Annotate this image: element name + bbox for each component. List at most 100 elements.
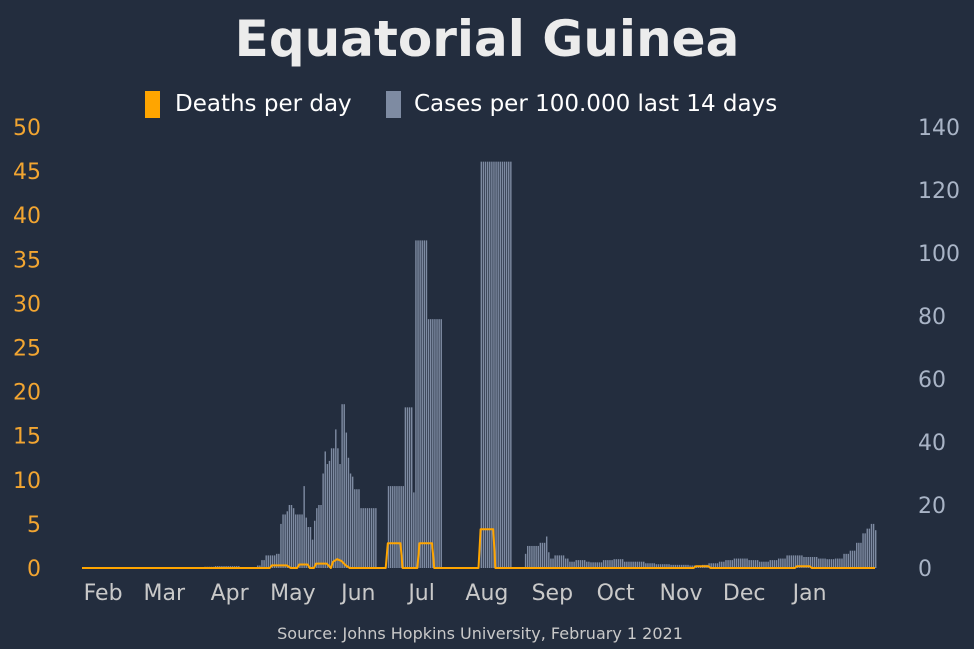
cases-bar — [672, 564, 674, 568]
cases-bar — [404, 407, 407, 568]
cases-bar — [345, 432, 348, 568]
cases-bar — [668, 564, 670, 568]
cases-bar — [573, 561, 575, 568]
cases-bar — [777, 558, 780, 568]
cases-bar — [548, 552, 550, 568]
cases-bar — [619, 559, 622, 568]
cases-bar — [427, 319, 430, 568]
cases-bar — [284, 514, 286, 568]
cases-bar — [843, 553, 845, 568]
cases-bar — [748, 560, 750, 569]
cases-bar — [541, 542, 544, 568]
y-left-tick-label: 10 — [13, 469, 41, 494]
y-left-tick-label: 20 — [13, 381, 41, 406]
cases-bar — [687, 564, 689, 568]
cases-bar — [569, 561, 571, 568]
legend: Deaths per day Cases per 100.000 last 14… — [145, 91, 777, 118]
cases-bar — [837, 558, 839, 568]
cases-bar — [775, 560, 778, 569]
cases-bar — [634, 561, 636, 568]
cases-bar — [809, 556, 812, 568]
y-right-tick-label: 0 — [918, 557, 932, 582]
cases-bar — [792, 555, 795, 568]
x-tick-label: Jan — [791, 581, 827, 606]
x-tick-label: Dec — [723, 581, 766, 606]
cases-bar — [624, 561, 626, 568]
cases-bar — [400, 486, 402, 568]
cases-bar — [796, 555, 799, 568]
x-tick-label: Oct — [597, 581, 635, 606]
cases-bar — [411, 407, 413, 568]
cases-bar — [396, 486, 398, 568]
cases-bar — [670, 564, 672, 568]
cases-bar — [259, 565, 261, 568]
cases-bar — [683, 564, 685, 568]
cases-bar — [794, 555, 797, 568]
x-tick-label: Aug — [465, 581, 508, 606]
cases-bar — [583, 560, 586, 569]
y-axis-right: 0 20 40 60 80 100 120 140 — [918, 116, 960, 582]
cases-bar — [556, 555, 558, 568]
cases-bar — [647, 563, 649, 568]
cases-bar — [406, 407, 409, 568]
cases-bar — [590, 562, 592, 568]
cases-bar — [564, 558, 567, 568]
cases-bar — [343, 404, 345, 568]
cases-bar — [799, 555, 801, 568]
cases-bar — [851, 550, 854, 568]
cases-bar — [598, 562, 601, 568]
cases-bar — [480, 161, 483, 568]
cases-bar — [354, 489, 356, 568]
cases-bar — [543, 542, 546, 568]
cases-bars — [193, 161, 877, 569]
cases-bar — [501, 161, 504, 568]
y-right-tick-label: 40 — [918, 431, 946, 456]
cases-bar — [567, 558, 569, 568]
cases-bar — [628, 561, 630, 568]
cases-bar — [870, 523, 873, 568]
cases-bar — [771, 560, 774, 569]
y-left-tick-label: 40 — [13, 204, 41, 229]
cases-bar — [813, 556, 816, 568]
cases-bar — [373, 508, 375, 568]
cases-bar — [495, 161, 497, 568]
cases-bar — [429, 319, 432, 568]
cases-bar — [626, 561, 628, 568]
y-left-tick-label: 0 — [27, 557, 41, 582]
y-left-tick-label: 5 — [27, 513, 41, 538]
cases-bar — [510, 161, 512, 568]
y-left-tick-label: 15 — [13, 425, 41, 450]
cases-bar — [689, 565, 691, 568]
cases-bar — [727, 560, 729, 569]
cases-bar — [486, 161, 489, 568]
cases-bar — [615, 559, 617, 568]
cases-bar — [666, 564, 668, 568]
cases-bar — [438, 319, 440, 568]
cases-bar — [729, 560, 731, 569]
cases-bar — [653, 563, 655, 568]
cases-bar — [826, 559, 828, 568]
cases-bar — [594, 562, 596, 568]
cases-bar — [311, 539, 314, 568]
cases-bar — [362, 508, 364, 568]
cases-bar — [493, 161, 495, 568]
cases-bar — [759, 561, 761, 568]
x-axis: Feb Mar Apr May Jun Jul Aug Sep Oct Nov Dec Jan — [84, 581, 827, 606]
cases-bar — [552, 558, 554, 568]
cases-bar — [415, 240, 417, 568]
cases-bar — [805, 556, 807, 568]
cases-bar — [537, 545, 539, 568]
y-right-tick-label: 60 — [918, 368, 946, 393]
cases-bar — [820, 558, 822, 568]
x-tick-label: Jun — [339, 581, 375, 606]
cases-bar — [649, 563, 651, 568]
cases-bar — [605, 560, 607, 569]
cases-bar — [545, 536, 548, 568]
cases-bar — [408, 407, 411, 568]
cases-bar — [292, 508, 295, 568]
cases-bar — [655, 564, 658, 568]
cases-bar — [790, 555, 793, 568]
cases-bar — [723, 561, 725, 568]
x-tick-label: Nov — [660, 581, 703, 606]
cases-bar — [750, 560, 752, 569]
